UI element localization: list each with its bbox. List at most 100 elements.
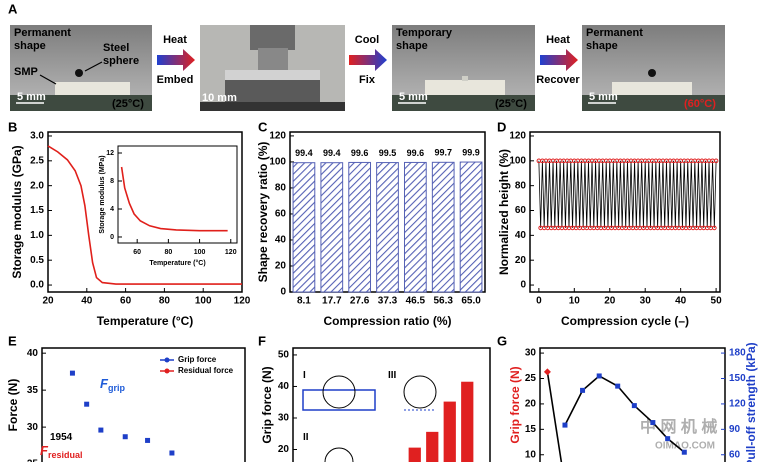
- y-axis-label: Grip force (N): [260, 366, 274, 443]
- pointer: [39, 74, 57, 85]
- bar: [426, 431, 439, 462]
- platen-body: [225, 80, 320, 102]
- y-tick-label: 80: [515, 180, 527, 191]
- photo-floor: [200, 102, 345, 111]
- panel-label: G: [497, 333, 507, 348]
- plot-frame: [529, 131, 721, 293]
- photo: 10 mm: [200, 25, 345, 111]
- data-line: [546, 371, 563, 462]
- y-tick-label: 1.0: [30, 230, 44, 241]
- y-tick-label: 20: [515, 255, 527, 266]
- x-tick-label: 40: [81, 296, 93, 307]
- thread: [258, 48, 288, 70]
- photo-floor: [582, 95, 725, 111]
- bar: [408, 447, 421, 462]
- marker: [562, 422, 568, 428]
- annotation: II: [303, 432, 309, 443]
- annotation: III: [388, 370, 397, 381]
- watermark: OIMAO.COM: [655, 441, 715, 452]
- x-axis-label: Temperature (°C): [97, 314, 194, 328]
- data-line: [538, 160, 717, 228]
- photo-floor: [10, 95, 152, 111]
- plot-frame: [117, 145, 238, 244]
- photo: Permanent shape 5 mm (60°C): [582, 25, 725, 111]
- y-tick-label: 10: [525, 449, 537, 460]
- x-tick-label: 100: [195, 296, 212, 307]
- y-tick-label: 60: [515, 205, 527, 216]
- label: Temporary: [396, 27, 453, 39]
- step-label: Heat: [546, 34, 570, 46]
- y-axis-label: Normalized height (%): [497, 149, 511, 275]
- x-tick-label: 10: [569, 296, 581, 307]
- platen: [225, 70, 320, 80]
- label: shape: [396, 40, 428, 52]
- y-axis-label: Grip force (N): [508, 366, 522, 443]
- x-tick-label: 60: [133, 249, 141, 256]
- y-tick-label: 20: [525, 399, 537, 410]
- y2-axis-label: Pull-off strength (kPa): [744, 342, 758, 462]
- y-tick-label: 35: [27, 385, 39, 396]
- x-tick-label: 60: [120, 296, 132, 307]
- x-tick-label: 20: [42, 296, 54, 307]
- marker: [543, 368, 551, 376]
- arrow: [349, 49, 387, 71]
- scale-label: 5 mm: [17, 91, 46, 103]
- photo: Permanent shape Steel sphere SMP 5 mm (2…: [10, 25, 152, 111]
- marker: [84, 401, 90, 407]
- photo: Temporary shape 5 mm (25°C): [392, 25, 535, 111]
- label: SMP: [14, 66, 38, 78]
- x-tick-label: 50: [711, 296, 723, 307]
- annotation: I: [303, 370, 306, 381]
- y-tick-label: 15: [525, 424, 537, 435]
- annotation-sub: residual: [48, 450, 83, 460]
- x-tick-label: 0: [536, 296, 542, 307]
- y-tick-label: 25: [27, 459, 39, 462]
- y-tick-label: 30: [278, 413, 290, 424]
- y-tick-label: 120: [269, 131, 286, 142]
- x-tick-label: 65.0: [461, 296, 481, 307]
- annotation-text: II: [303, 432, 309, 443]
- y-tick-label: 0.5: [30, 255, 44, 266]
- y-axis-label: Storage modulus (MPa): [99, 155, 106, 233]
- y-tick-label: 20: [275, 261, 287, 272]
- y-tick-label: 25: [525, 373, 537, 384]
- marker: [145, 437, 151, 443]
- scale-label: 10 mm: [202, 92, 237, 104]
- value-label: 99.4: [323, 148, 341, 158]
- x-tick-label: 17.7: [322, 296, 342, 307]
- x-tick-label: 37.3: [378, 296, 398, 307]
- x-axis-label: Compression ratio (%): [323, 314, 451, 328]
- steel-sphere: [75, 69, 83, 77]
- x-tick-label: 30: [640, 296, 652, 307]
- y-tick-label: 30: [525, 348, 537, 359]
- arrow: [540, 49, 578, 71]
- y-tick-label: 40: [275, 235, 287, 246]
- marker: [69, 370, 75, 376]
- bar: [459, 161, 483, 293]
- x-tick-label: 27.6: [350, 296, 370, 307]
- annotation: 1954: [50, 432, 73, 443]
- annotation-text: I: [303, 370, 306, 381]
- bar: [376, 162, 399, 293]
- value-label: 99.9: [462, 147, 480, 157]
- temperature: (60°C): [684, 98, 716, 110]
- annotation-text: F: [40, 443, 49, 458]
- temperature: (25°C): [495, 98, 527, 110]
- x-tick-label: 8.1: [297, 296, 311, 307]
- marker: [713, 158, 719, 164]
- bar: [403, 161, 427, 293]
- y-axis-label: Force (N): [6, 379, 20, 432]
- annotation-text: 1954: [50, 432, 73, 443]
- y-tick-label: 40: [515, 230, 527, 241]
- y-tick-label: 60: [275, 209, 287, 220]
- y-tick-label: 20: [278, 444, 290, 455]
- x-tick-label: 56.3: [433, 296, 453, 307]
- x-tick-label: 120: [225, 249, 237, 256]
- temperature: (25°C): [112, 98, 144, 110]
- step-label: Recover: [536, 74, 580, 86]
- y-tick-label: 12: [106, 150, 114, 157]
- marker: [122, 434, 128, 440]
- steel-sphere: [648, 69, 656, 77]
- bar: [443, 401, 456, 462]
